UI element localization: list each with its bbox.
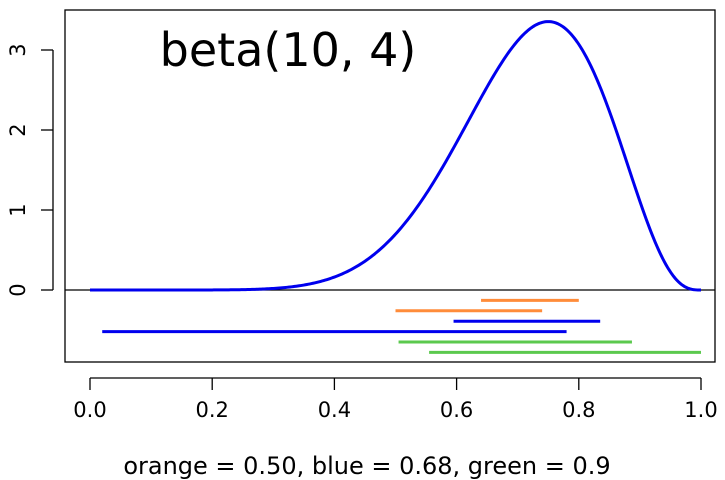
y-tick-label: 2 xyxy=(6,123,30,136)
y-tick-label: 0 xyxy=(6,283,30,296)
x-axis-label: orange = 0.50, blue = 0.68, green = 0.9 xyxy=(123,452,610,480)
y-tick-label: 1 xyxy=(6,203,30,216)
x-tick-label: 1.0 xyxy=(684,398,717,422)
y-tick-label: 3 xyxy=(6,43,30,56)
x-tick-label: 0.4 xyxy=(318,398,351,422)
x-tick-label: 0.6 xyxy=(440,398,473,422)
x-tick-label: 0.0 xyxy=(73,398,106,422)
plot-frame xyxy=(64,9,716,363)
x-tick-label: 0.2 xyxy=(195,398,228,422)
x-tick-label: 0.8 xyxy=(562,398,595,422)
chart-title: beta(10, 4) xyxy=(160,23,417,77)
density-curve xyxy=(90,20,701,292)
